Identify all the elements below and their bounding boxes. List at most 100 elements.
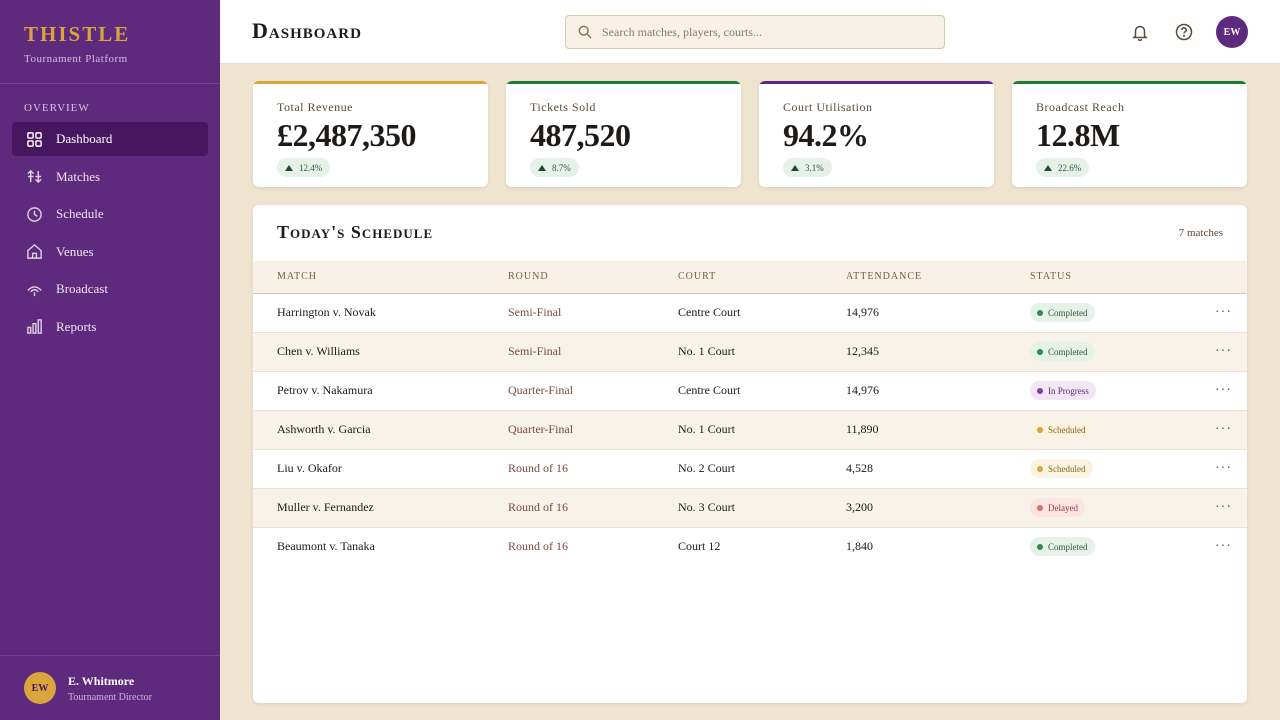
sidebar-item-broadcast[interactable]: Broadcast <box>12 272 208 306</box>
table-row[interactable]: Petrov v. Nakamura Quarter-Final Centre Co… <box>253 371 1247 410</box>
stat-value: 487,520 <box>530 117 631 153</box>
column-header-status[interactable]: STATUS <box>1030 271 1072 283</box>
sidebar-item-schedule[interactable]: Schedule <box>12 197 208 231</box>
search-box[interactable] <box>565 15 945 49</box>
status-cell: Completed <box>1030 527 1200 566</box>
accent-bar <box>759 81 994 84</box>
court-cell: Centre Court <box>678 383 741 397</box>
sidebar-item-label: Reports <box>56 318 97 334</box>
column-header-round[interactable]: ROUND <box>508 271 549 283</box>
sidebar-item-venues[interactable]: Venues <box>12 235 208 269</box>
status-badge: Completed <box>1030 342 1095 361</box>
brand-name: THISTLE <box>24 22 131 46</box>
round-cell: Round of 16 <box>508 461 568 475</box>
status-cell: Delayed <box>1030 488 1200 527</box>
accent-bar <box>506 81 741 84</box>
status-badge: Delayed <box>1030 498 1085 517</box>
match-cell: Chen v. Williams <box>277 344 360 358</box>
status-cell: In Progress <box>1030 371 1200 410</box>
attendance-cell: 1,840 <box>846 539 873 554</box>
round-cell: Semi-Final <box>508 344 562 358</box>
notifications-button[interactable] <box>1130 22 1150 42</box>
stat-label: Tickets Sold <box>530 100 596 114</box>
more-options-icon[interactable]: ··· <box>1215 460 1232 476</box>
schedule-panel: Today's Schedule 7 matches MATCH ROUND C… <box>253 205 1247 703</box>
table-row[interactable]: Muller v. Fernandez Round of 16 No. 3 Cour… <box>253 488 1247 527</box>
round-cell: Quarter-Final <box>508 383 574 397</box>
court-cell: No. 1 Court <box>678 422 735 436</box>
status-badge: In Progress <box>1030 381 1096 400</box>
trend-up-icon <box>538 164 546 171</box>
status-badge: Completed <box>1030 303 1095 322</box>
column-header-match[interactable]: MATCH <box>277 271 318 283</box>
sidebar-item-matches[interactable]: Matches <box>12 160 208 194</box>
stat-label: Broadcast Reach <box>1036 100 1125 114</box>
more-options-icon[interactable]: ··· <box>1215 343 1232 359</box>
match-cell: Beaumont v. Tanaka <box>277 539 375 554</box>
column-header-court[interactable]: COURT <box>678 271 717 283</box>
court-cell: Centre Court <box>678 305 741 319</box>
status-badge: Completed <box>1030 537 1095 557</box>
attendance-cell: 12,345 <box>846 344 879 358</box>
actions-cell: ··· <box>1200 527 1247 566</box>
actions-cell: ··· <box>1200 332 1247 371</box>
sidebar-item-reports[interactable]: Reports <box>12 310 208 344</box>
attendance-cell: 3,200 <box>846 500 873 514</box>
more-options-icon[interactable]: ··· <box>1215 421 1232 437</box>
status-badge: Scheduled <box>1030 459 1093 478</box>
stat-delta-value: 22.6% <box>1058 162 1082 173</box>
more-options-icon[interactable]: ··· <box>1215 304 1232 320</box>
sidebar-item-label: Venues <box>56 243 94 259</box>
stat-card-utilisation: Court Utilisation 94.2% 3.1% <box>759 81 994 187</box>
help-button[interactable] <box>1174 22 1194 42</box>
match-cell: Harrington v. Novak <box>277 305 376 319</box>
stat-value: 12.8M <box>1036 117 1120 153</box>
sidebar: THISTLE Tournament Platform OVERVIEW Das… <box>0 0 220 720</box>
table-row[interactable]: Beaumont v. Tanaka Round of 16 Court 12 1,8… <box>253 527 1247 566</box>
table-row[interactable]: Liu v. Okafor Round of 16 No. 2 Court 4,528… <box>253 449 1247 488</box>
user-role: Tournament Director <box>68 691 152 703</box>
stat-card-reach: Broadcast Reach 12.8M 22.6% <box>1012 81 1247 187</box>
stat-delta-value: 12.4% <box>299 162 323 173</box>
schedule-title: Today's Schedule <box>277 222 434 242</box>
status-label: In Progress <box>1048 385 1089 396</box>
avatar[interactable]: EW <box>1216 16 1248 48</box>
more-options-icon[interactable]: ··· <box>1215 538 1232 554</box>
table-row[interactable]: Chen v. Williams Semi-Final No. 1 Court 12,… <box>253 332 1247 371</box>
grid-icon <box>24 130 44 148</box>
more-options-icon[interactable]: ··· <box>1215 499 1232 515</box>
match-cell: Ashworth v. Garcia <box>277 422 371 436</box>
brand: THISTLE Tournament Platform <box>0 0 220 84</box>
court-cell: No. 3 Court <box>678 500 735 514</box>
status-dot-icon <box>1037 309 1043 316</box>
sidebar-user[interactable]: EW E. Whitmore Tournament Director <box>0 655 220 720</box>
page-title: Dashboard <box>252 18 362 43</box>
table-row[interactable]: Ashworth v. Garcia Quarter-Final No. 1 Cou… <box>253 410 1247 449</box>
sidebar-item-label: Matches <box>56 168 101 184</box>
search-icon <box>578 25 592 39</box>
nav-section-label: OVERVIEW <box>24 102 90 114</box>
schedule-table: MATCH ROUND COURT ATTENDANCE STATUS Harr… <box>253 261 1247 566</box>
status-label: Completed <box>1048 307 1088 318</box>
user-name: E. Whitmore <box>68 673 135 688</box>
actions-cell: ··· <box>1200 449 1247 488</box>
stat-card-revenue: Total Revenue £2,487,350 12.4% <box>253 81 488 187</box>
status-dot-icon <box>1037 426 1043 433</box>
status-dot-icon <box>1037 543 1043 550</box>
stat-value: 94.2% <box>783 117 869 153</box>
accent-bar <box>253 81 488 84</box>
search-input[interactable] <box>602 24 922 40</box>
actions-cell: ··· <box>1200 410 1247 449</box>
table-header-row: MATCH ROUND COURT ATTENDANCE STATUS <box>253 261 1247 293</box>
sidebar-item-dashboard[interactable]: Dashboard <box>12 122 208 156</box>
sidebar-item-label: Schedule <box>56 206 104 221</box>
match-count: 7 matches <box>1178 227 1223 239</box>
actions-cell: ··· <box>1200 488 1247 527</box>
avatar: EW <box>24 672 56 704</box>
column-header-attendance[interactable]: ATTENDANCE <box>846 271 923 283</box>
match-cell: Petrov v. Nakamura <box>277 383 373 397</box>
stat-delta-value: 3.1% <box>805 162 824 173</box>
more-options-icon[interactable]: ··· <box>1215 382 1232 398</box>
table-row[interactable]: Harrington v. Novak Semi-Final Centre Cour… <box>253 293 1247 332</box>
status-dot-icon <box>1037 348 1043 355</box>
